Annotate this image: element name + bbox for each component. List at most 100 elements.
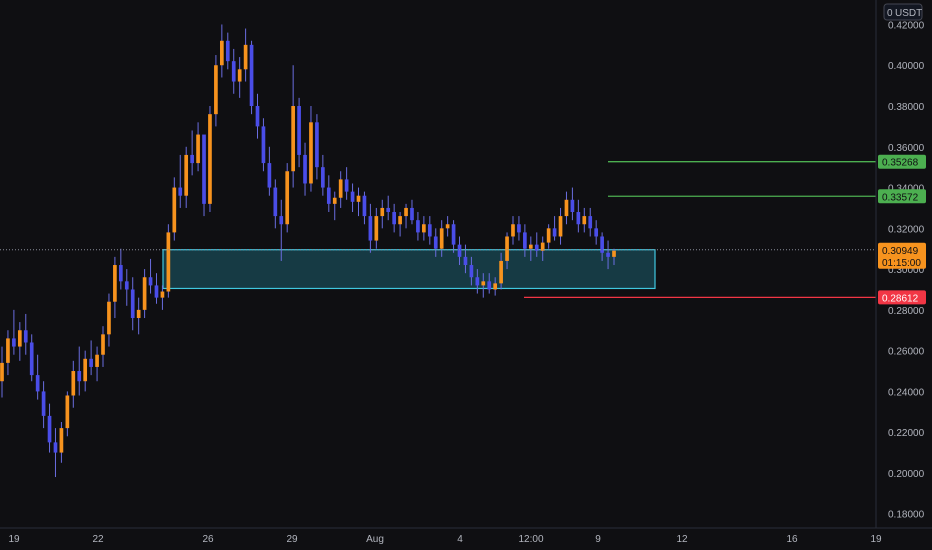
candle-body [237,69,242,82]
candle [451,220,456,253]
time-tick-label: 12:00 [518,534,543,545]
candle [481,273,486,298]
candle [546,224,551,249]
candle [570,187,575,221]
candle [564,191,569,225]
candle [113,256,117,319]
candle-body [225,40,230,62]
price-tick-label: 0.30000 [888,265,925,276]
candle-body [0,362,4,382]
candle [433,228,438,257]
time-tick-label: 16 [786,534,798,545]
candle [416,212,420,241]
candle-body [297,106,301,155]
currency-label: USDT [895,8,922,19]
candle-body [285,171,290,225]
candle [505,232,509,270]
price-tick-label: 0.38000 [888,102,925,113]
candle [249,40,254,115]
candle [136,297,141,335]
candle [469,256,474,286]
candle [225,32,230,70]
candle-body [178,187,183,196]
green-level-tag: 0.35268 [878,154,926,169]
candle-body [273,187,278,217]
candle-body [89,358,93,367]
price-tick-label: 0.18000 [888,510,925,521]
candle [243,28,248,82]
candle [285,163,290,233]
candle-body [303,154,307,184]
candle [540,236,545,261]
candle [208,106,212,213]
time-scale[interactable] [0,528,932,550]
candle-body [83,358,88,382]
candle [130,277,135,331]
currency-selector[interactable]: 0 USDT [883,3,923,21]
candle-body [463,256,468,266]
candle [297,97,301,168]
candle-body [451,224,456,245]
candle-body [279,216,284,225]
candle [178,154,183,208]
green-level-tag-text: 0.33572 [882,192,919,203]
candle [291,65,295,188]
candle-body [576,212,581,225]
candle-body [160,291,165,298]
candle [124,269,129,306]
candle-body [65,395,70,429]
candle-body [422,224,426,233]
candle [445,216,450,237]
candle-body [326,187,331,204]
candle [118,248,123,290]
candle [35,354,40,400]
candle [231,48,236,94]
demand-zone-box[interactable] [162,249,656,290]
candle [160,285,165,310]
candle-body [398,216,402,225]
candle-body [261,126,266,164]
candle [457,236,462,266]
candle [172,177,177,241]
price-tick-label: 0.24000 [888,387,925,398]
candle [101,326,105,367]
candle-body [136,309,141,319]
candle-body [101,334,105,355]
candle [0,346,4,398]
candle-body [148,277,153,286]
candle-body [362,195,367,217]
candle-body [249,44,254,107]
candle-body [184,154,189,196]
candle [410,199,414,225]
candle [362,191,367,225]
candle-body [47,415,52,443]
green-level-tag: 0.33572 [878,189,926,204]
time-tick-label: 26 [202,534,214,545]
current-price-text: 0.30949 [882,246,919,257]
candle [166,224,171,298]
candle [89,340,93,376]
candle-body [321,167,325,188]
candle-body [255,106,260,127]
candle-body [71,371,76,396]
time-tick-label: 4 [457,534,463,545]
candle-body [118,265,123,282]
candle [71,360,76,408]
candle-body [368,216,373,241]
candle-body [416,220,420,233]
candle [214,55,218,127]
candle-body [523,232,527,249]
candle [558,207,563,245]
candle-body [386,207,391,213]
price-tick-label: 0.20000 [888,469,925,480]
price-tick-label: 0.32000 [888,224,925,235]
candle-body [23,330,28,343]
candle-body [356,195,361,202]
candle [332,191,337,221]
candle [29,334,34,382]
candle [475,269,480,294]
candle-body [457,244,462,257]
